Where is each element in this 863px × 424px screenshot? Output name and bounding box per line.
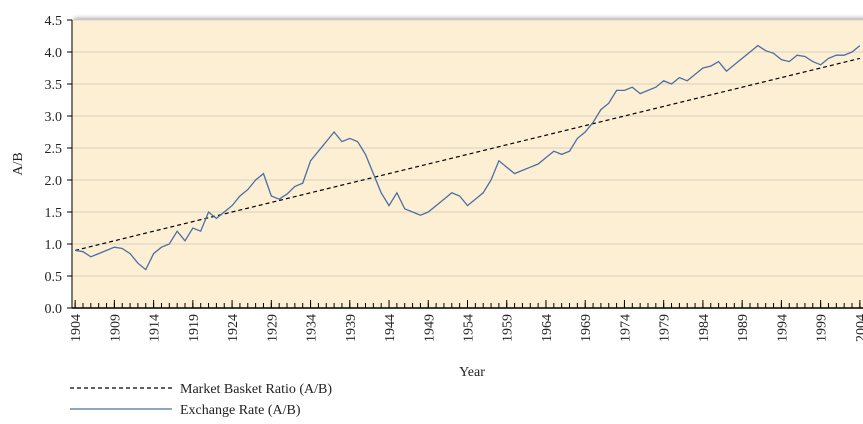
x-tick-label: 1964 [540,314,555,342]
x-tick-label: 1939 [344,314,359,342]
x-tick-label: 1919 [187,314,202,342]
x-axis-label: Year [459,365,485,380]
x-tick-label: 1909 [108,314,123,342]
x-tick-label: 1954 [462,314,477,342]
legend-label: Exchange Rate (A/B) [180,403,301,418]
x-tick-label: 1949 [422,314,437,342]
y-tick-label: 1.5 [45,206,63,221]
y-tick-label: 0.5 [45,270,63,285]
y-tick-label: 4.5 [45,14,63,29]
x-tick-label: 1959 [501,314,516,342]
legend-label: Market Basket Ratio (A/B) [180,382,332,397]
x-tick-label: 1929 [265,314,280,342]
x-tick-label: 1974 [618,314,633,342]
x-tick-label: 2004 [854,314,863,342]
y-tick-label: 2.5 [45,142,63,157]
y-axis-label: A/B [11,152,26,175]
x-tick-label: 1989 [736,314,751,342]
x-tick-label: 1914 [148,314,163,342]
x-tick-label: 1984 [697,314,712,342]
x-tick-label: 1924 [226,314,241,342]
series-line [75,44,861,271]
y-tick-label: 3.5 [45,78,63,93]
y-tick-label: 1.0 [45,238,63,253]
x-tick-label: 1969 [579,314,594,342]
y-tick-label: 2.0 [45,174,63,189]
x-tick-label: 1999 [815,314,830,342]
x-tick-label: 1904 [69,314,84,342]
y-tick-label: 3.0 [45,110,63,125]
x-tick-label: 1979 [658,314,673,342]
y-tick-label: 0.0 [45,302,63,317]
x-tick-label: 1994 [775,314,790,342]
x-tick-label: 1934 [305,314,320,342]
y-tick-label: 4.0 [45,46,63,61]
x-tick-label: 1944 [383,314,398,342]
plot-area [72,20,863,308]
